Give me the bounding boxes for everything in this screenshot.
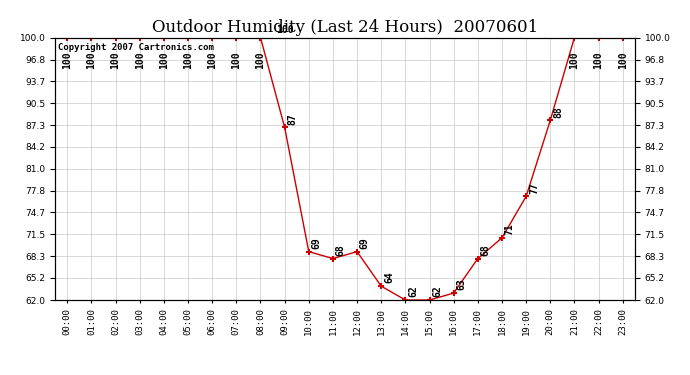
- Text: 69: 69: [312, 237, 322, 249]
- Text: 100: 100: [135, 51, 145, 69]
- Text: 100: 100: [276, 25, 293, 35]
- Title: Outdoor Humidity (Last 24 Hours)  20070601: Outdoor Humidity (Last 24 Hours) 2007060…: [152, 19, 538, 36]
- Text: 100: 100: [183, 51, 193, 69]
- Text: Copyright 2007 Cartronics.com: Copyright 2007 Cartronics.com: [58, 43, 214, 52]
- Text: 77: 77: [529, 182, 539, 194]
- Text: 100: 100: [207, 51, 217, 69]
- Text: 100: 100: [159, 51, 169, 69]
- Text: 100: 100: [62, 51, 72, 69]
- Text: 63: 63: [457, 279, 466, 290]
- Text: 87: 87: [288, 113, 297, 125]
- Text: 100: 100: [86, 51, 97, 69]
- Text: 62: 62: [433, 285, 442, 297]
- Text: 64: 64: [384, 272, 394, 284]
- Text: 88: 88: [553, 106, 563, 118]
- Text: 100: 100: [569, 51, 580, 69]
- Text: 68: 68: [336, 244, 346, 256]
- Text: 100: 100: [593, 51, 604, 69]
- Text: 71: 71: [505, 223, 515, 235]
- Text: 100: 100: [231, 51, 241, 69]
- Text: 69: 69: [360, 237, 370, 249]
- Text: 100: 100: [255, 51, 266, 69]
- Text: 100: 100: [110, 51, 121, 69]
- Text: 68: 68: [481, 244, 491, 256]
- Text: 100: 100: [618, 51, 628, 69]
- Text: 62: 62: [408, 285, 418, 297]
